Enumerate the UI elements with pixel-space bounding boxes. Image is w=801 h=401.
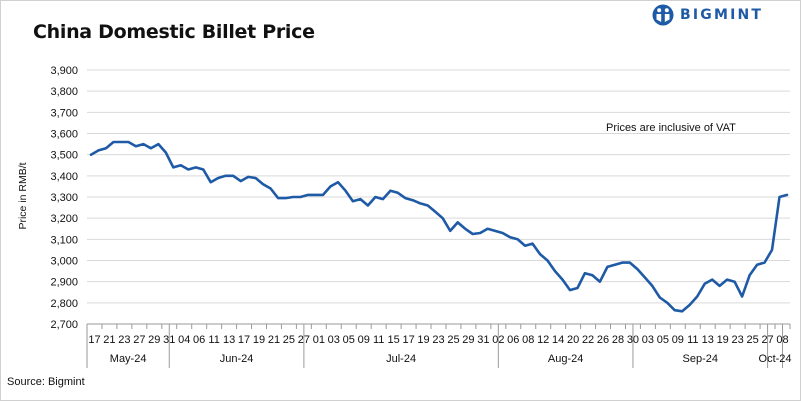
x-tick-label: 08 xyxy=(522,334,534,346)
x-tick-label: 06 xyxy=(507,334,519,346)
y-tick-label: 3,500 xyxy=(50,150,78,162)
x-tick-label: 29 xyxy=(148,334,160,346)
y-tick-label: 3,100 xyxy=(50,234,78,246)
price-series-line xyxy=(89,140,789,313)
y-tick-label: 3,300 xyxy=(50,192,78,204)
x-tick-label: 19 xyxy=(253,334,265,346)
month-label: Oct-24 xyxy=(759,353,792,365)
y-tick-label: 3,600 xyxy=(50,129,78,141)
y-tick-label: 2,900 xyxy=(50,277,78,289)
y-tick-label: 2,800 xyxy=(50,298,78,310)
y-tick-label: 3,800 xyxy=(50,86,78,98)
x-tick-label: 25 xyxy=(283,334,295,346)
x-tick-label: 13 xyxy=(223,334,235,346)
x-tick-label: 05 xyxy=(657,334,669,346)
x-tick-label: 19 xyxy=(717,334,729,346)
y-tick-label: 3,400 xyxy=(50,171,78,183)
x-tick-label: 31 xyxy=(477,334,489,346)
x-tick-label: 23 xyxy=(432,334,444,346)
y-tick-label: 3,900 xyxy=(50,65,78,77)
x-tick-label: 19 xyxy=(417,334,429,346)
x-tick-label: 17 xyxy=(402,334,414,346)
month-label: Jul-24 xyxy=(386,353,416,365)
x-tick-label: 03 xyxy=(642,334,654,346)
x-tick-label: 03 xyxy=(328,334,340,346)
x-tick-label: 21 xyxy=(268,334,280,346)
x-tick-label: 22 xyxy=(582,334,594,346)
x-tick-label: 20 xyxy=(567,334,579,346)
x-tick-label: 14 xyxy=(552,334,564,346)
x-tick-label: 28 xyxy=(612,334,624,346)
x-axis: 17 21 23 27 29 31 04 06 11 13 17 19 21 25 27 01 03 05 09 11… xyxy=(86,323,791,346)
x-tick-label: 21 xyxy=(103,334,115,346)
x-tick-label: 04 xyxy=(178,334,190,346)
y-tick-label: 3,200 xyxy=(50,213,78,225)
x-tick-label: 09 xyxy=(672,334,684,346)
y-axis-label: Price in RMB/t xyxy=(17,162,29,229)
x-tick-label: 05 xyxy=(343,334,355,346)
month-label: May-24 xyxy=(110,353,147,365)
y-tick-label: 3,000 xyxy=(50,256,78,268)
x-tick-label: 11 xyxy=(373,334,384,346)
x-tick-label: 17 xyxy=(88,334,100,346)
x-tick-label: 12 xyxy=(537,334,549,346)
brand-name: BIGMINT xyxy=(680,7,764,23)
y-tick-label: 2,700 xyxy=(50,319,78,331)
x-tick-label: 25 xyxy=(447,334,459,346)
month-label: Jun-24 xyxy=(220,353,254,365)
month-label: Aug-24 xyxy=(548,353,583,365)
bigmint-logo-icon xyxy=(652,4,674,26)
grid-lines xyxy=(87,69,790,304)
month-label: Sep-24 xyxy=(683,353,718,365)
x-tick-label: 26 xyxy=(597,334,609,346)
y-tick-label: 3,700 xyxy=(50,107,78,119)
chart-title: China Domestic Billet Price xyxy=(33,21,315,43)
x-tick-label: 17 xyxy=(238,334,250,346)
x-tick-label: 01 xyxy=(313,334,325,346)
brand-logo: BIGMINT xyxy=(652,4,763,26)
series-layer xyxy=(89,140,789,313)
x-tick-label: 13 xyxy=(702,334,714,346)
x-tick-label: 11 xyxy=(687,334,698,346)
x-tick-label: 27 xyxy=(133,334,145,346)
x-tick-label: 25 xyxy=(746,334,758,346)
source-note: Source: Bigmint xyxy=(7,376,85,388)
x-tick-label: 23 xyxy=(732,334,744,346)
x-tick-label: 15 xyxy=(388,334,400,346)
x-tick-label: 23 xyxy=(118,334,130,346)
x-tick-label: 09 xyxy=(358,334,370,346)
vat-annotation: Prices are inclusive of VAT xyxy=(606,122,736,134)
month-labels: May-24 Jun-24 Jul-24 Aug-24 Sep-24 Oct-24 xyxy=(86,324,792,368)
y-axis-ticks: 2,700 2,800 2,900 3,000 3,100 3,200 3,300 3,400… xyxy=(50,65,78,331)
x-tick-label: 29 xyxy=(462,334,474,346)
x-tick-label: 11 xyxy=(208,334,219,346)
x-tick-label: 06 xyxy=(193,334,205,346)
